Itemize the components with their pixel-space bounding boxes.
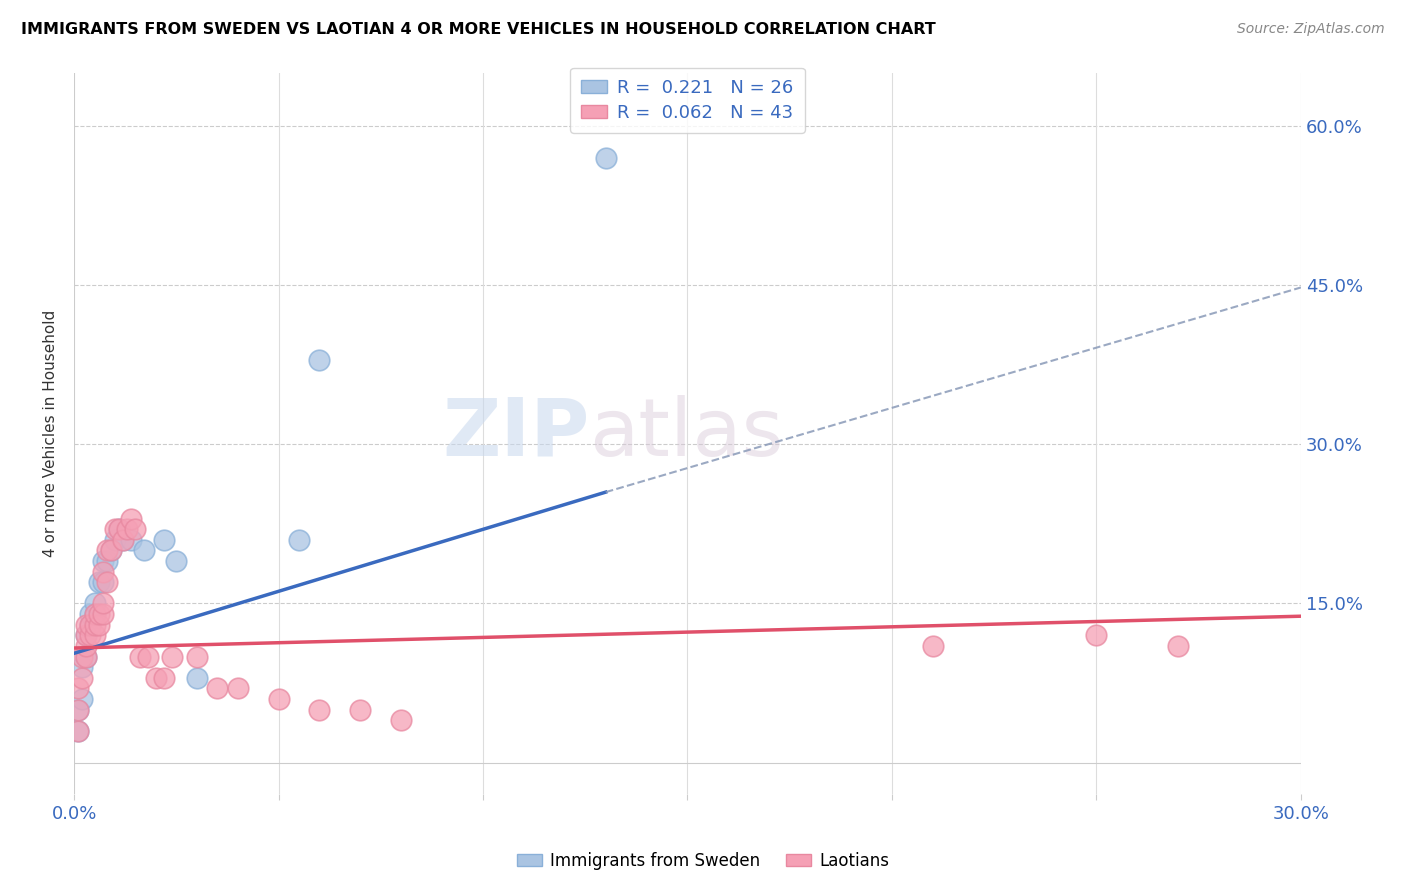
Point bbox=[108, 522, 131, 536]
Y-axis label: 4 or more Vehicles in Household: 4 or more Vehicles in Household bbox=[44, 310, 58, 558]
Point bbox=[104, 533, 127, 547]
Point bbox=[83, 607, 105, 621]
Point bbox=[72, 649, 94, 664]
Point bbox=[205, 681, 228, 696]
Legend: R =  0.221   N = 26, R =  0.062   N = 43: R = 0.221 N = 26, R = 0.062 N = 43 bbox=[571, 68, 804, 133]
Point bbox=[91, 607, 114, 621]
Point bbox=[162, 649, 184, 664]
Point bbox=[75, 639, 97, 653]
Point bbox=[75, 628, 97, 642]
Point bbox=[186, 671, 208, 685]
Point bbox=[83, 597, 105, 611]
Point bbox=[100, 543, 122, 558]
Point bbox=[87, 617, 110, 632]
Point bbox=[75, 649, 97, 664]
Point bbox=[75, 617, 97, 632]
Point bbox=[67, 702, 90, 716]
Point bbox=[595, 151, 617, 165]
Point bbox=[1085, 628, 1108, 642]
Point bbox=[136, 649, 159, 664]
Point bbox=[91, 597, 114, 611]
Point bbox=[96, 543, 118, 558]
Point bbox=[79, 607, 101, 621]
Point bbox=[72, 660, 94, 674]
Point bbox=[308, 702, 330, 716]
Text: Source: ZipAtlas.com: Source: ZipAtlas.com bbox=[1237, 22, 1385, 37]
Point bbox=[67, 702, 90, 716]
Point bbox=[83, 617, 105, 632]
Point bbox=[153, 671, 176, 685]
Point bbox=[79, 628, 101, 642]
Point bbox=[1167, 639, 1189, 653]
Point bbox=[87, 607, 110, 621]
Point bbox=[153, 533, 176, 547]
Text: atlas: atlas bbox=[589, 395, 783, 473]
Point bbox=[83, 607, 105, 621]
Text: IMMIGRANTS FROM SWEDEN VS LAOTIAN 4 OR MORE VEHICLES IN HOUSEHOLD CORRELATION CH: IMMIGRANTS FROM SWEDEN VS LAOTIAN 4 OR M… bbox=[21, 22, 936, 37]
Point bbox=[349, 702, 371, 716]
Point bbox=[72, 671, 94, 685]
Point bbox=[83, 628, 105, 642]
Point bbox=[112, 533, 135, 547]
Point bbox=[79, 617, 101, 632]
Point bbox=[267, 692, 290, 706]
Point bbox=[67, 681, 90, 696]
Point bbox=[128, 649, 150, 664]
Point bbox=[91, 565, 114, 579]
Legend: Immigrants from Sweden, Laotians: Immigrants from Sweden, Laotians bbox=[510, 846, 896, 877]
Point bbox=[165, 554, 187, 568]
Point bbox=[124, 522, 146, 536]
Point bbox=[67, 723, 90, 738]
Point bbox=[87, 575, 110, 590]
Point bbox=[120, 533, 142, 547]
Point bbox=[67, 723, 90, 738]
Point bbox=[91, 575, 114, 590]
Point bbox=[108, 522, 131, 536]
Point bbox=[100, 543, 122, 558]
Point bbox=[117, 522, 139, 536]
Point bbox=[75, 649, 97, 664]
Point bbox=[308, 352, 330, 367]
Point bbox=[226, 681, 249, 696]
Point bbox=[145, 671, 167, 685]
Point bbox=[112, 533, 135, 547]
Point bbox=[120, 511, 142, 525]
Text: ZIP: ZIP bbox=[441, 395, 589, 473]
Point bbox=[79, 617, 101, 632]
Point bbox=[75, 628, 97, 642]
Point bbox=[389, 713, 412, 727]
Point bbox=[96, 554, 118, 568]
Point bbox=[96, 575, 118, 590]
Point bbox=[921, 639, 943, 653]
Point bbox=[132, 543, 155, 558]
Point bbox=[72, 692, 94, 706]
Point bbox=[186, 649, 208, 664]
Point bbox=[91, 554, 114, 568]
Point bbox=[104, 522, 127, 536]
Point bbox=[288, 533, 311, 547]
